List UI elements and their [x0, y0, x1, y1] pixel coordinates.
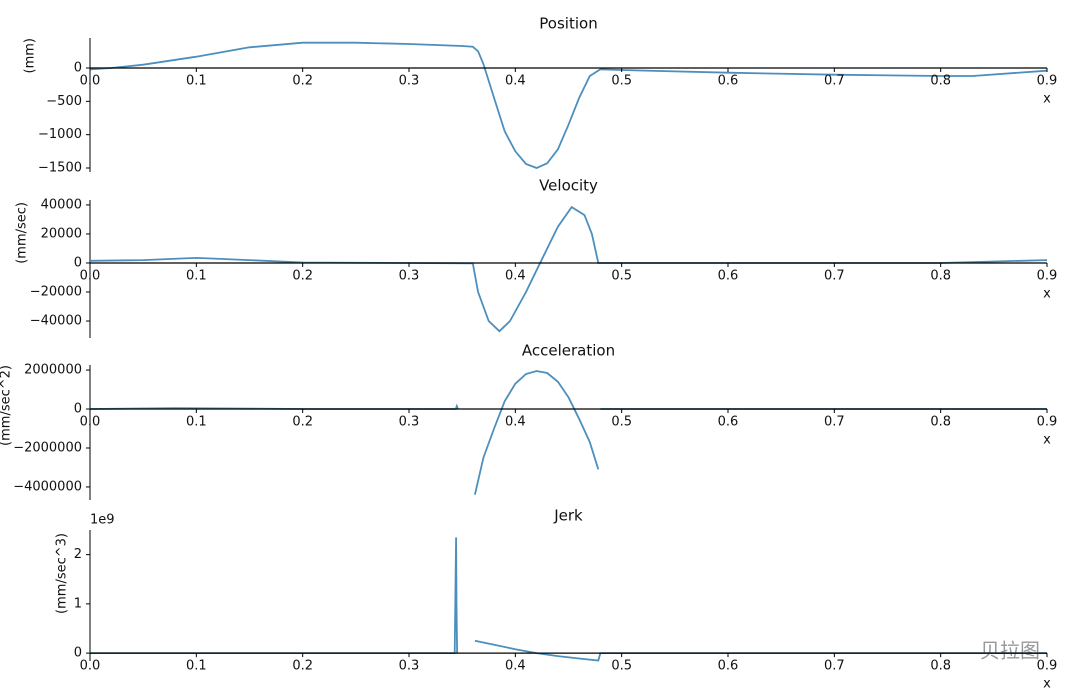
y-tick-label: 0	[74, 646, 82, 661]
x-tick-label: 0.0	[80, 74, 101, 89]
x-tick-label: 0.2	[292, 415, 313, 430]
x-tick-label: 0.7	[824, 415, 845, 430]
data-line	[89, 205, 1048, 333]
y-tick-label: 20000	[41, 226, 82, 241]
x-tick-label: 0.6	[718, 659, 739, 674]
x-axis-label: x	[1043, 92, 1051, 107]
x-tick-label: 0.2	[292, 268, 313, 283]
x-tick-label: 0.2	[292, 74, 313, 89]
x-tick-label: 0.8	[930, 74, 951, 89]
x-tick-label: 0.8	[930, 415, 951, 430]
y-tick-label: −1000	[38, 127, 82, 142]
x-tick-label: 0.4	[505, 74, 526, 89]
data-line	[474, 370, 600, 495]
x-tick-label: 0.4	[505, 268, 526, 283]
x-tick-label: 0.5	[611, 415, 632, 430]
y-axis-label: (mm/sec^3)	[55, 533, 70, 614]
y-tick-label: 0	[74, 61, 82, 76]
y-tick-label: 40000	[41, 197, 82, 212]
y-tick-label: −2000000	[13, 440, 82, 455]
x-tick-label: 0.4	[505, 415, 526, 430]
x-tick-label: 0.2	[292, 659, 313, 674]
x-tick-label: 0.3	[399, 415, 420, 430]
y-tick-label: 0	[74, 255, 82, 270]
y-axis-label: (mm/sec^2)	[0, 365, 14, 446]
x-tick-label: 0.5	[611, 268, 632, 283]
y-tick-label: 2000000	[24, 363, 82, 378]
x-tick-label: 0.7	[824, 74, 845, 89]
subplot-title: Position	[539, 15, 597, 33]
x-tick-label: 0.1	[186, 415, 207, 430]
x-axis-label: x	[1043, 677, 1051, 692]
y-axis-label: (mm/sec)	[15, 202, 30, 264]
x-axis-label: x	[1043, 286, 1051, 301]
data-line	[90, 537, 458, 654]
y-axis-label: (mm)	[23, 38, 38, 73]
x-tick-label: 0.7	[824, 659, 845, 674]
subplot-title: Acceleration	[522, 342, 615, 360]
x-tick-label: 0.3	[399, 659, 420, 674]
x-tick-label: 0.8	[930, 268, 951, 283]
x-tick-label: 0.9	[1037, 268, 1058, 283]
y-tick-label: −4000000	[13, 479, 82, 494]
x-tick-label: 0.9	[1037, 74, 1058, 89]
x-tick-label: 0.0	[80, 415, 101, 430]
y-tick-label: 0	[74, 402, 82, 417]
data-line	[89, 41, 1048, 169]
x-tick-label: 0.8	[930, 659, 951, 674]
x-tick-label: 0.7	[824, 268, 845, 283]
x-tick-label: 0.5	[611, 74, 632, 89]
x-tick-label: 0.1	[186, 74, 207, 89]
offset-text: 1e9	[90, 513, 115, 528]
x-tick-label: 0.6	[718, 415, 739, 430]
y-tick-label: −20000	[30, 285, 82, 300]
x-tick-label: 0.4	[505, 659, 526, 674]
y-tick-label: −1500	[38, 161, 82, 176]
x-tick-label: 0.9	[1037, 659, 1058, 674]
x-tick-label: 0.0	[80, 659, 101, 674]
subplot-title: Velocity	[539, 177, 598, 195]
x-tick-label: 0.5	[611, 659, 632, 674]
x-tick-label: 0.6	[718, 74, 739, 89]
y-tick-label: 2	[74, 547, 82, 562]
y-tick-label: −40000	[30, 314, 82, 329]
subplot-title: Jerk	[553, 507, 583, 525]
watermark: 贝拉图	[980, 639, 1040, 663]
data-line	[474, 639, 1047, 662]
x-tick-label: 0.3	[399, 74, 420, 89]
y-tick-label: 1	[74, 596, 82, 611]
x-tick-label: 0.1	[186, 268, 207, 283]
x-axis-label: x	[1043, 433, 1051, 448]
y-tick-label: −500	[46, 94, 82, 109]
x-tick-label: 0.6	[718, 268, 739, 283]
x-tick-label: 0.0	[80, 268, 101, 283]
x-tick-label: 0.1	[186, 659, 207, 674]
x-tick-label: 0.3	[399, 268, 420, 283]
x-tick-label: 0.9	[1037, 415, 1058, 430]
